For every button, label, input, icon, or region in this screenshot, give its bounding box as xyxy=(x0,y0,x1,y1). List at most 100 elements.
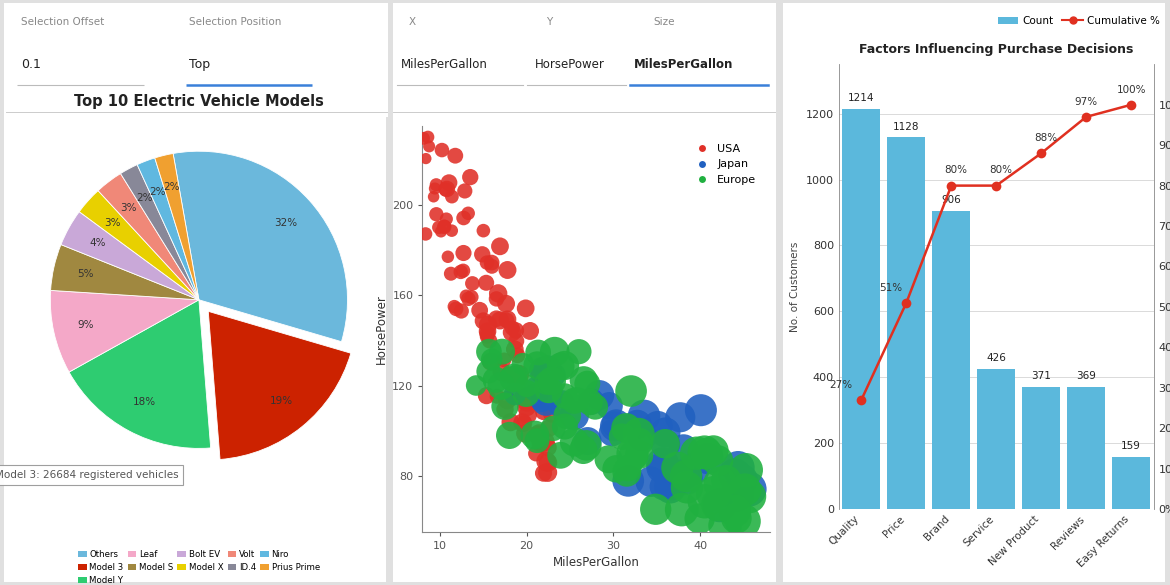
Point xyxy=(507,336,525,346)
Point xyxy=(489,289,508,298)
Point xyxy=(490,242,509,251)
Point xyxy=(734,474,752,484)
Point xyxy=(716,521,735,530)
Point xyxy=(653,459,672,469)
Text: 51%: 51% xyxy=(879,283,902,292)
Point xyxy=(725,506,744,515)
Point xyxy=(517,402,536,411)
Point xyxy=(459,294,477,304)
Point xyxy=(648,421,667,431)
Wedge shape xyxy=(173,152,347,342)
Text: Selection Offset: Selection Offset xyxy=(21,16,104,26)
Point xyxy=(633,432,652,441)
Point xyxy=(673,505,691,514)
Text: 88%: 88% xyxy=(1034,133,1058,143)
Point xyxy=(653,463,672,473)
Point xyxy=(524,395,543,405)
Point xyxy=(501,431,519,440)
Point xyxy=(501,418,519,427)
Point xyxy=(517,398,536,407)
Point xyxy=(455,186,474,195)
Point xyxy=(503,324,522,333)
Point xyxy=(624,449,642,458)
Point xyxy=(538,443,557,452)
Point xyxy=(565,396,584,405)
Point xyxy=(654,482,673,491)
Point xyxy=(454,266,473,276)
Point xyxy=(739,484,758,494)
Point xyxy=(619,476,638,486)
Point xyxy=(677,474,696,483)
Legend: Count, Cumulative %: Count, Cumulative % xyxy=(993,12,1164,30)
Point xyxy=(446,151,464,160)
Point xyxy=(695,448,714,457)
Point xyxy=(537,387,556,397)
Text: 27%: 27% xyxy=(830,380,853,390)
Point xyxy=(440,178,459,187)
Point xyxy=(479,329,497,338)
Text: 2%: 2% xyxy=(150,187,166,197)
Point xyxy=(531,438,550,448)
Point xyxy=(539,424,558,433)
Point xyxy=(452,267,470,277)
Point xyxy=(477,278,496,287)
Text: 159: 159 xyxy=(1121,441,1141,450)
Text: 80%: 80% xyxy=(944,166,968,176)
Point xyxy=(482,258,501,267)
Text: 906: 906 xyxy=(942,195,962,205)
Point xyxy=(487,314,505,324)
Point xyxy=(691,405,710,415)
Point xyxy=(417,154,435,163)
Point xyxy=(498,266,517,275)
Point xyxy=(420,142,439,151)
Point xyxy=(570,347,589,356)
Point xyxy=(479,367,497,376)
Text: 3%: 3% xyxy=(121,202,137,212)
Point xyxy=(607,419,626,429)
Point xyxy=(477,258,496,267)
Bar xyxy=(1067,387,1106,509)
Point xyxy=(729,463,748,472)
Wedge shape xyxy=(80,191,199,300)
Point xyxy=(525,431,544,440)
Text: 80%: 80% xyxy=(990,166,1012,176)
Point xyxy=(490,316,509,325)
Wedge shape xyxy=(61,212,199,300)
Point xyxy=(516,304,535,313)
Text: MilesPerGallon: MilesPerGallon xyxy=(401,58,488,71)
Point xyxy=(417,229,435,239)
Point xyxy=(470,305,489,315)
Point xyxy=(536,437,555,446)
Point xyxy=(558,411,577,420)
Point xyxy=(454,214,473,223)
Point xyxy=(491,381,510,391)
Text: Size: Size xyxy=(653,16,675,26)
Point xyxy=(482,355,501,364)
Point xyxy=(534,407,552,417)
Point xyxy=(524,388,543,397)
Wedge shape xyxy=(154,153,199,300)
Point xyxy=(442,226,461,235)
Point xyxy=(537,456,556,466)
Point xyxy=(439,252,457,261)
Point xyxy=(495,355,514,364)
Point xyxy=(518,394,537,404)
Point xyxy=(534,366,552,375)
Point xyxy=(617,424,635,433)
Point xyxy=(710,479,729,488)
Point xyxy=(426,184,445,193)
Point xyxy=(427,180,446,190)
Text: 19%: 19% xyxy=(270,396,292,407)
Point xyxy=(514,393,532,402)
Text: HorsePower: HorsePower xyxy=(535,58,605,71)
Point xyxy=(497,395,516,405)
Point xyxy=(655,439,674,449)
Point xyxy=(646,505,665,514)
Point xyxy=(493,367,511,377)
Text: 4%: 4% xyxy=(89,239,105,249)
Point xyxy=(487,375,505,384)
Bar xyxy=(977,369,1016,509)
Point xyxy=(480,347,498,356)
Point xyxy=(725,470,744,480)
X-axis label: MilesPerGallon: MilesPerGallon xyxy=(552,556,640,569)
